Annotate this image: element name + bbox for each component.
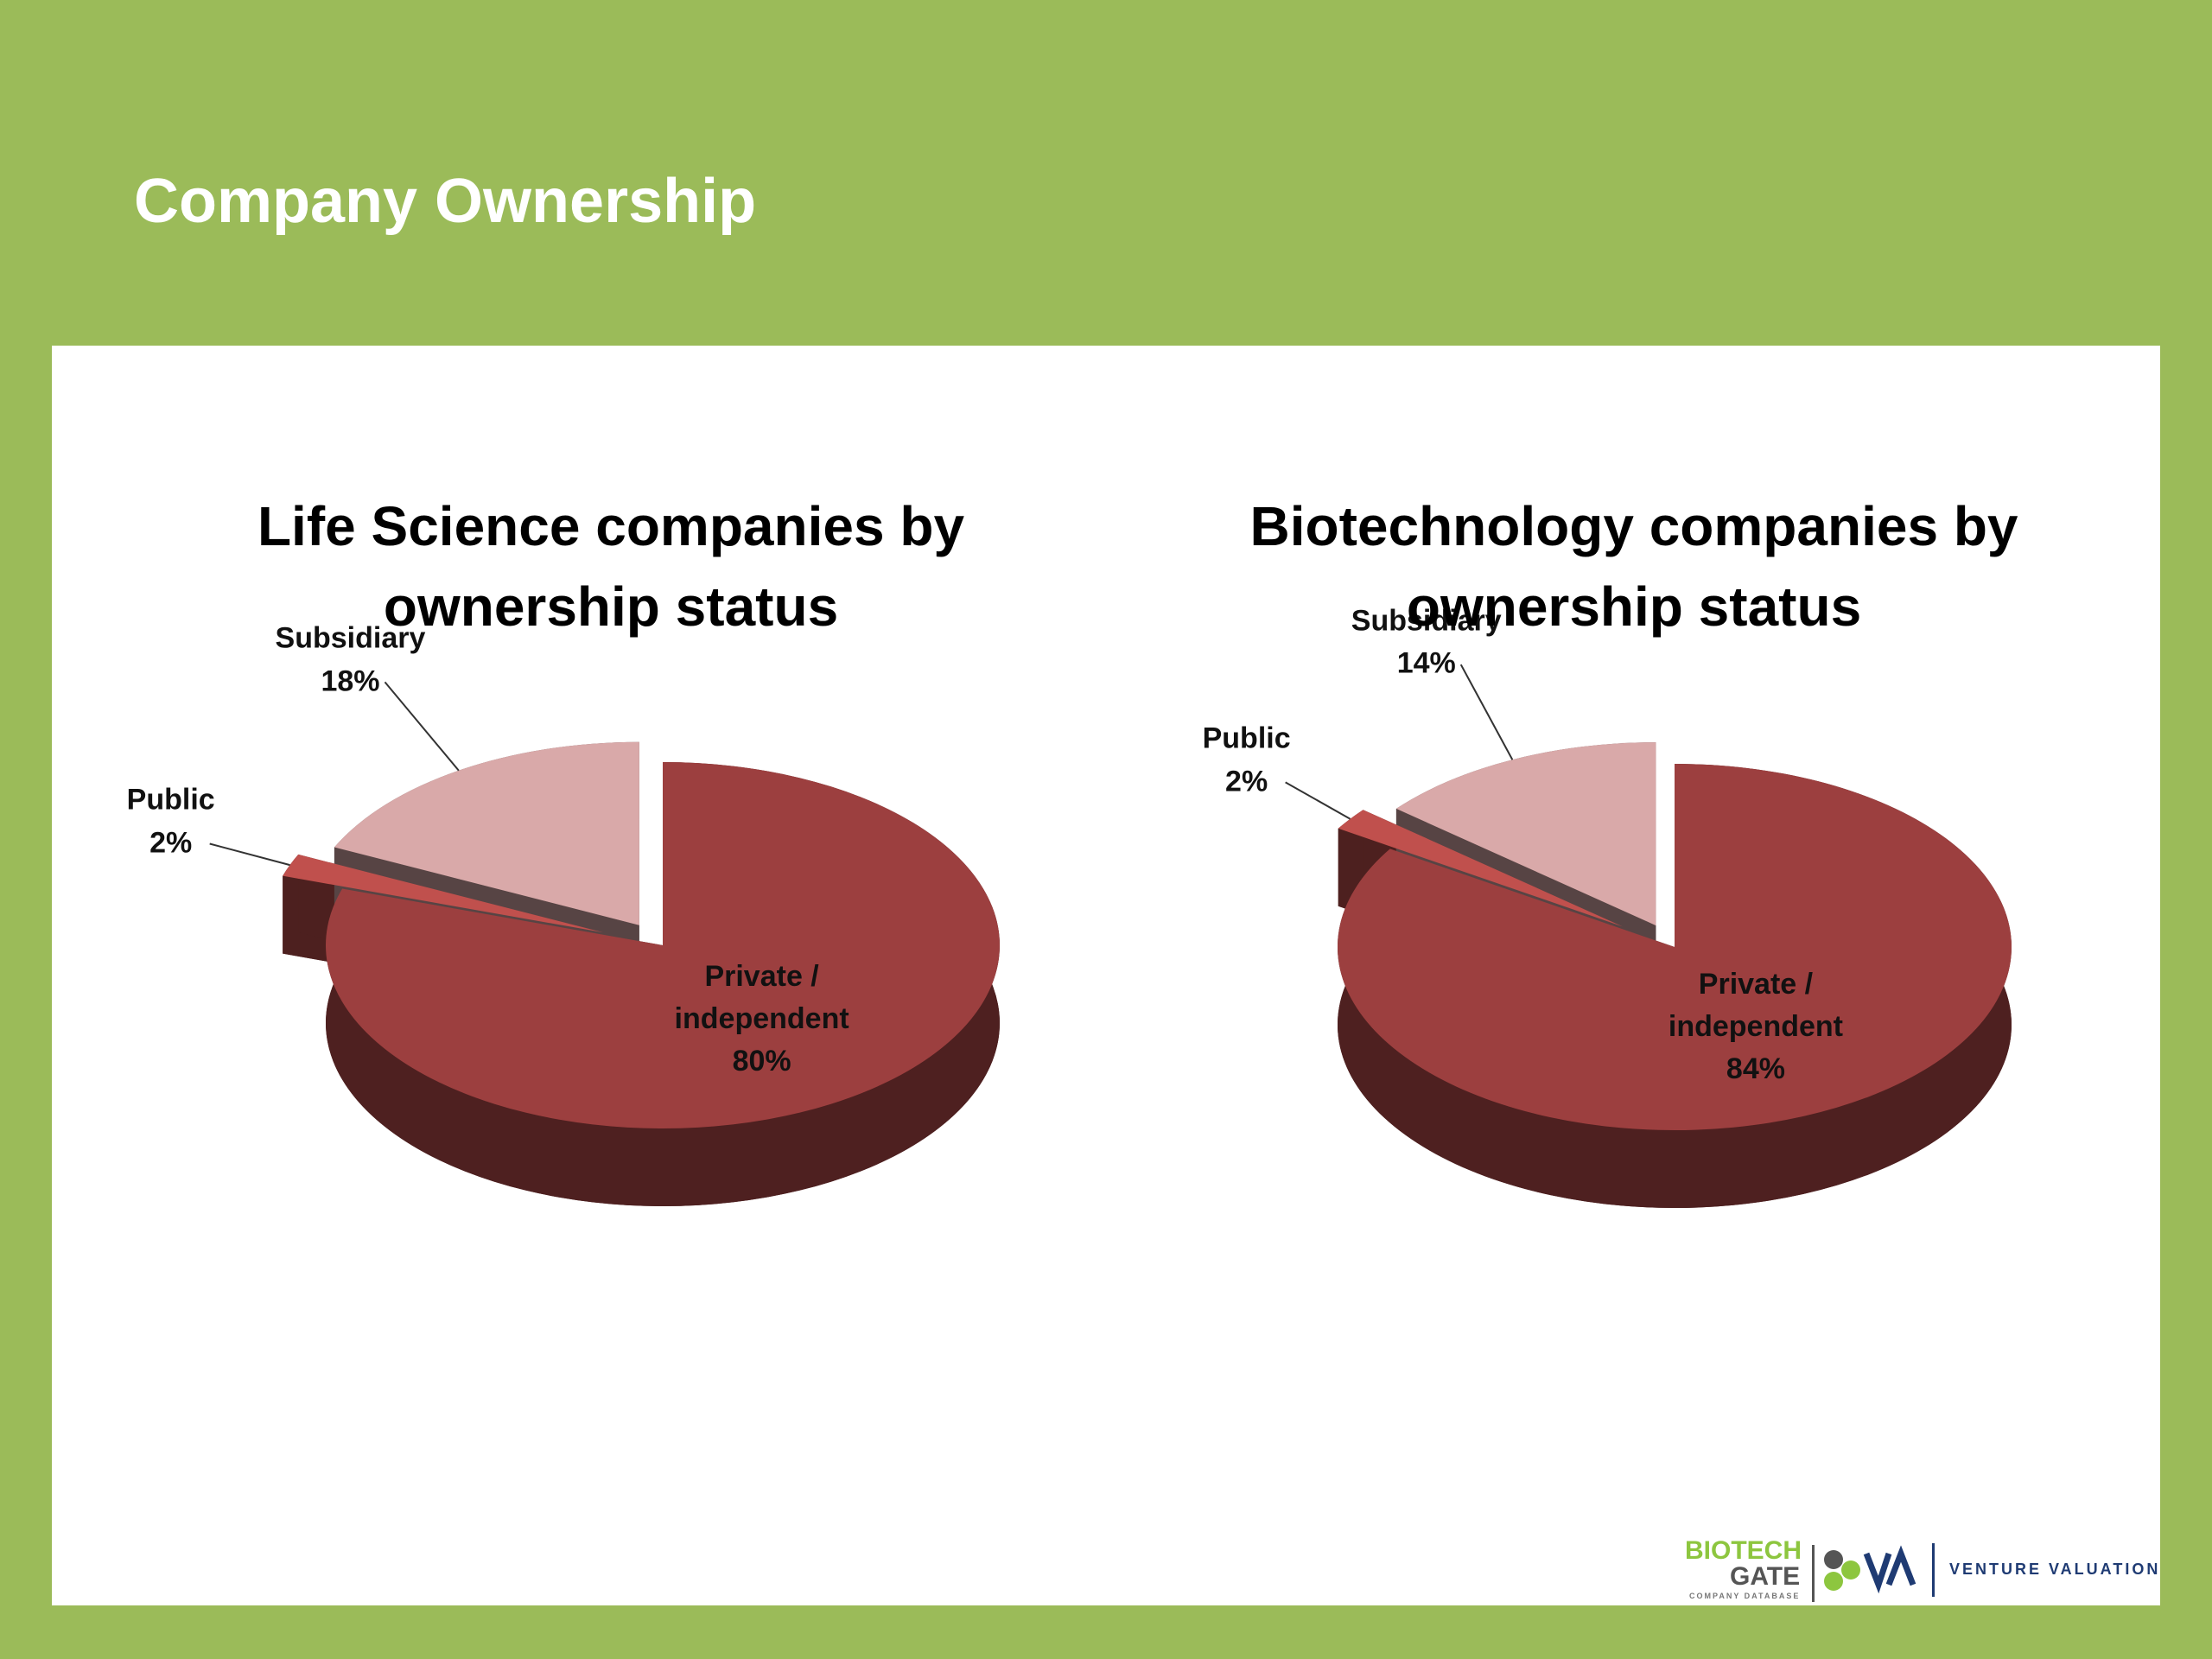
slice	[1395, 742, 1656, 926]
data-label: Private / independent 80%	[645, 956, 879, 1084]
data-label: Subsidiary 14%	[1351, 601, 1502, 686]
slice	[1338, 764, 2012, 1130]
slice	[283, 854, 604, 933]
label-name: Private / independent	[1668, 967, 1843, 1044]
logo-dot	[1841, 1560, 1860, 1580]
label-value: 18%	[321, 664, 380, 698]
label-value: 2%	[149, 826, 193, 860]
slice	[1338, 810, 1624, 927]
slice	[325, 762, 1000, 1128]
leader-line	[1459, 664, 1514, 760]
logo-dot	[1824, 1550, 1843, 1569]
label-name: Public	[126, 784, 215, 817]
data-label: Private / independent 84%	[1639, 963, 1872, 1091]
slide-title: Company Ownership	[134, 167, 757, 236]
label-name: Private / independent	[674, 959, 849, 1036]
label-name: Public	[1202, 722, 1291, 756]
label-value: 2%	[1225, 765, 1268, 798]
logo-text: COMPANY DATABASE	[1689, 1592, 1801, 1600]
logo-divider	[1932, 1543, 1935, 1597]
data-label: Public 2%	[1203, 718, 1291, 804]
label-name: Subsidiary	[1351, 604, 1502, 638]
label-value: 14%	[1396, 647, 1456, 681]
label-value: 84%	[1726, 1052, 1785, 1086]
data-label: Public 2%	[127, 779, 215, 865]
logo-divider	[1812, 1545, 1815, 1602]
logo-dot	[1824, 1572, 1843, 1591]
logo-mark	[1863, 1545, 1916, 1594]
logo-text: GATE	[1730, 1562, 1801, 1591]
slice	[334, 741, 639, 925]
chart-title: Biotechnology companies by ownership sta…	[1249, 495, 2018, 638]
logo-text: VENTURE VALUATION	[1949, 1560, 2161, 1578]
label-name: Subsidiary	[275, 622, 426, 656]
label-value: 80%	[732, 1045, 791, 1078]
chart-title: Life Science companies by ownership stat…	[257, 495, 965, 638]
data-label: Subsidiary 18%	[276, 618, 426, 703]
logo-text: BIOTECH	[1685, 1536, 1802, 1565]
leader-line	[384, 681, 460, 772]
leader-line	[209, 842, 290, 867]
leader-line	[1285, 781, 1351, 820]
